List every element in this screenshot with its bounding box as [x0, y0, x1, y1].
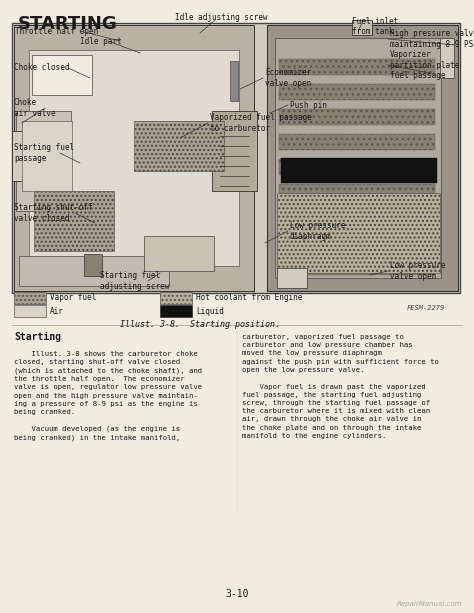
Text: RepairManual.com: RepairManual.com	[396, 601, 462, 607]
FancyBboxPatch shape	[279, 84, 435, 100]
FancyBboxPatch shape	[212, 111, 257, 191]
Text: Fuel inlet
from tank: Fuel inlet from tank	[352, 17, 398, 36]
Text: Economizer
valve open: Economizer valve open	[265, 68, 311, 88]
FancyBboxPatch shape	[19, 256, 169, 286]
FancyBboxPatch shape	[160, 305, 192, 317]
Text: Idle adjusting screw: Idle adjusting screw	[175, 12, 267, 21]
FancyBboxPatch shape	[34, 191, 114, 251]
FancyBboxPatch shape	[144, 236, 214, 271]
FancyBboxPatch shape	[22, 121, 72, 191]
FancyBboxPatch shape	[29, 50, 239, 266]
Text: STARTING: STARTING	[18, 15, 118, 33]
Text: Illust. 3-8.  Starting position.: Illust. 3-8. Starting position.	[120, 320, 280, 329]
FancyBboxPatch shape	[32, 55, 92, 95]
Text: Vaporized fuel passage
to carburetor: Vaporized fuel passage to carburetor	[210, 113, 312, 132]
FancyBboxPatch shape	[275, 38, 441, 278]
FancyBboxPatch shape	[134, 121, 224, 171]
Text: Low pressure
diaphragm: Low pressure diaphragm	[290, 221, 346, 241]
FancyBboxPatch shape	[277, 193, 440, 273]
FancyBboxPatch shape	[14, 292, 46, 304]
Text: High pressure valve
maintaining 8-9 PSI: High pressure valve maintaining 8-9 PSI	[390, 29, 474, 48]
FancyBboxPatch shape	[279, 234, 435, 250]
Text: Choke
air valve: Choke air valve	[14, 98, 55, 118]
FancyBboxPatch shape	[279, 159, 435, 175]
Text: Push pin: Push pin	[290, 101, 327, 110]
FancyBboxPatch shape	[279, 59, 435, 75]
Text: Low pressure
valve open: Low pressure valve open	[390, 261, 446, 281]
FancyBboxPatch shape	[440, 38, 454, 78]
FancyBboxPatch shape	[230, 61, 238, 101]
FancyBboxPatch shape	[352, 20, 372, 35]
FancyBboxPatch shape	[279, 209, 435, 225]
Text: Vaporizer
partition plate
fuel passage: Vaporizer partition plate fuel passage	[390, 50, 459, 80]
Text: Idle part: Idle part	[80, 37, 122, 45]
Text: Air: Air	[50, 306, 64, 316]
FancyBboxPatch shape	[160, 292, 192, 304]
FancyBboxPatch shape	[12, 131, 32, 181]
Text: Choke closed: Choke closed	[14, 64, 70, 72]
FancyBboxPatch shape	[281, 158, 437, 183]
FancyBboxPatch shape	[14, 305, 46, 317]
FancyBboxPatch shape	[277, 268, 307, 288]
FancyBboxPatch shape	[279, 184, 435, 200]
Text: Starting fuel
adjusting screw: Starting fuel adjusting screw	[100, 272, 169, 291]
FancyBboxPatch shape	[16, 111, 71, 211]
Text: FESM-2279: FESM-2279	[407, 305, 445, 311]
FancyBboxPatch shape	[279, 109, 435, 125]
Text: Starting shut-off
valve closed: Starting shut-off valve closed	[14, 204, 92, 223]
Text: Starting: Starting	[14, 332, 61, 342]
FancyBboxPatch shape	[267, 25, 458, 291]
Text: Hot coolant from Engine: Hot coolant from Engine	[196, 294, 302, 302]
Text: Illust. 3-8 shows the carburetor choke
closed, starting shut-off valve closed
(w: Illust. 3-8 shows the carburetor choke c…	[14, 351, 202, 441]
Text: 3-10: 3-10	[225, 589, 249, 599]
Text: carburetor, vaporized fuel passage to
carburetor and low pressure chamber has
mo: carburetor, vaporized fuel passage to ca…	[242, 334, 439, 439]
FancyBboxPatch shape	[279, 259, 435, 275]
Text: Liquid: Liquid	[196, 306, 224, 316]
FancyBboxPatch shape	[279, 134, 435, 150]
FancyBboxPatch shape	[84, 254, 102, 276]
FancyBboxPatch shape	[14, 25, 254, 291]
Text: Starting fuel
passage: Starting fuel passage	[14, 143, 74, 162]
Text: Vapor fuel: Vapor fuel	[50, 294, 96, 302]
FancyBboxPatch shape	[12, 23, 460, 293]
Text: Throttle half open: Throttle half open	[15, 26, 98, 36]
